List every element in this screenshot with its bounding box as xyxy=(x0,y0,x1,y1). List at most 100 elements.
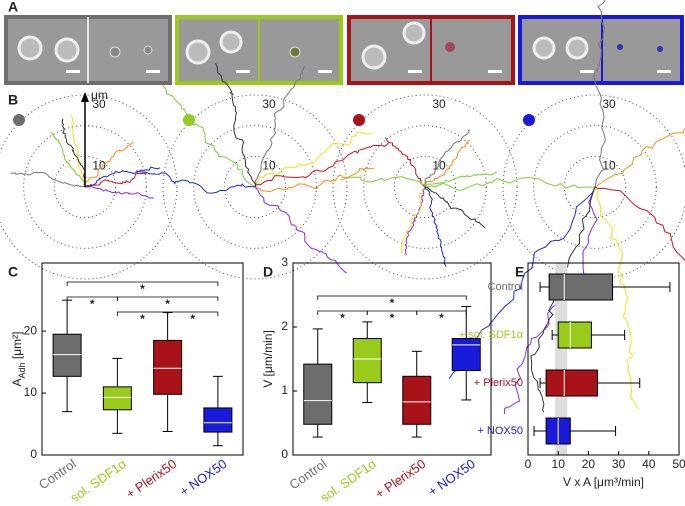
track xyxy=(594,186,639,410)
track xyxy=(61,118,86,188)
box xyxy=(303,363,333,425)
ring-label: 10 xyxy=(92,159,106,173)
group-dot xyxy=(13,114,25,126)
plot-frame xyxy=(527,262,680,456)
significance-label: * xyxy=(340,311,345,325)
ring-label: 30 xyxy=(92,97,106,111)
track xyxy=(594,186,685,262)
track xyxy=(530,186,596,413)
box xyxy=(153,339,183,395)
x-tick-label: + Plerix50 xyxy=(372,456,428,501)
x-tick-label: 20 xyxy=(582,457,596,471)
panel-label: C xyxy=(8,264,18,280)
track xyxy=(424,186,486,229)
ring xyxy=(193,125,317,249)
ring xyxy=(162,94,348,280)
track xyxy=(254,186,348,274)
box xyxy=(548,273,614,301)
x-tick-label: 0 xyxy=(525,457,532,471)
y-tick-label: 1 xyxy=(281,383,288,397)
box xyxy=(203,407,233,433)
y-tick-label: 0 xyxy=(281,447,288,461)
box xyxy=(402,375,432,425)
track xyxy=(593,0,606,188)
box xyxy=(545,369,598,397)
track xyxy=(84,172,147,188)
track xyxy=(340,176,595,191)
ring-label: 10 xyxy=(602,159,616,173)
box xyxy=(451,338,481,372)
x-tick-label: + Plerix50 xyxy=(123,456,179,501)
image-pair xyxy=(175,15,343,85)
track xyxy=(84,166,161,188)
y-tick-label: 0 xyxy=(30,447,37,461)
group-dot xyxy=(523,114,535,126)
unit-label: μm xyxy=(91,88,108,102)
ring xyxy=(332,94,518,280)
ring xyxy=(363,125,487,249)
track xyxy=(254,66,306,188)
significance-label: * xyxy=(439,311,444,325)
y-tick-label: + sol. SDF1α xyxy=(459,329,524,341)
track xyxy=(504,186,598,415)
x-tick-label: Control xyxy=(286,456,329,492)
ring-label: 30 xyxy=(602,97,616,111)
significance-bracket xyxy=(116,296,219,301)
group-dot xyxy=(353,114,365,126)
significance-label: * xyxy=(190,312,195,326)
x-axis-label: V x A [μm³/min] xyxy=(563,475,644,489)
x-tick-label: 10 xyxy=(552,457,566,471)
box xyxy=(352,338,382,384)
ring-label: 30 xyxy=(262,97,276,111)
ring-label: 30 xyxy=(432,97,446,111)
ring-label: 10 xyxy=(262,159,276,173)
track xyxy=(424,186,447,268)
track xyxy=(84,185,154,199)
panel-label: B xyxy=(8,92,18,108)
x-tick-label: 50 xyxy=(672,457,685,471)
x-tick-label: 30 xyxy=(612,457,626,471)
significance-label: * xyxy=(165,297,170,311)
track xyxy=(10,171,86,188)
y-tick-label: 20 xyxy=(24,323,38,337)
track xyxy=(254,131,372,188)
track xyxy=(424,172,498,189)
significance-label: * xyxy=(90,297,95,311)
reference-band xyxy=(555,263,568,455)
x-tick-label: + NOX50 xyxy=(425,456,478,499)
y-tick-label: 2 xyxy=(281,319,288,333)
ring xyxy=(223,155,287,219)
x-tick-label: Control xyxy=(36,456,79,492)
ring xyxy=(533,125,657,249)
x-tick-label: 40 xyxy=(642,457,656,471)
panel-label: D xyxy=(263,264,273,280)
group-dot xyxy=(183,114,195,126)
image-pair xyxy=(4,15,172,85)
track xyxy=(254,167,374,193)
track xyxy=(400,186,426,254)
significance-bracket xyxy=(416,310,467,315)
panel-label: A xyxy=(8,0,18,15)
y-tick-label: Control xyxy=(488,281,523,293)
y-label-part: [μm²] xyxy=(10,332,24,363)
panel-a-images xyxy=(4,15,684,85)
significance-label: * xyxy=(140,312,145,326)
plot-frame xyxy=(292,262,492,456)
arrow-head xyxy=(81,92,89,102)
x-tick-label: + NOX50 xyxy=(177,456,230,499)
track xyxy=(135,170,256,194)
y-label-part: A xyxy=(10,378,24,386)
track xyxy=(162,85,256,188)
plot-frame xyxy=(41,262,244,456)
track xyxy=(384,137,426,188)
significance-bracket xyxy=(66,281,219,286)
track xyxy=(254,142,390,188)
y-axis-label: AAdh [μm²] xyxy=(10,332,27,387)
y-tick-label: + Plerix50 xyxy=(474,377,523,389)
y-label-part: Adh xyxy=(17,362,27,378)
track xyxy=(50,131,86,188)
box xyxy=(557,321,592,349)
y-tick-label: + NOX50 xyxy=(477,425,523,437)
panel-label: E xyxy=(515,264,524,280)
